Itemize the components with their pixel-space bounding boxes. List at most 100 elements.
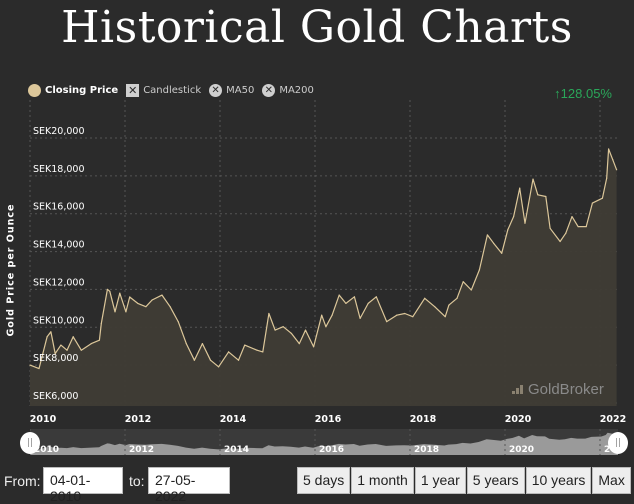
- navigator-label: 2020: [509, 445, 534, 455]
- data-point: [114, 311, 116, 313]
- legend-label: MA200: [279, 85, 314, 96]
- data-point: [66, 349, 68, 351]
- data-point: [424, 297, 426, 299]
- data-point: [478, 269, 480, 271]
- watermark: GoldBroker: [528, 381, 604, 398]
- data-point: [161, 294, 163, 296]
- to-label: to:: [129, 473, 145, 489]
- data-point: [456, 297, 458, 299]
- data-point: [375, 296, 377, 298]
- range-1-month-button[interactable]: 1 month: [351, 467, 414, 494]
- from-date-input[interactable]: 04-01-2010: [43, 467, 123, 504]
- price-chart[interactable]: SEK6,000 SEK8,000 SEK10,000 SEK12,000 SEK14,…: [0, 95, 634, 425]
- legend-ma200[interactable]: ✕ MA200: [262, 84, 314, 97]
- data-point: [565, 232, 567, 234]
- range-10-years-button[interactable]: 10 years: [525, 467, 592, 494]
- navigator-right-handle[interactable]: ||: [608, 432, 628, 454]
- range-5-years-button[interactable]: 5 years: [466, 467, 525, 494]
- data-point: [72, 336, 74, 338]
- data-point: [512, 215, 515, 218]
- data-point: [50, 331, 52, 333]
- x-tick-label: 2012: [125, 414, 151, 425]
- range-max-button[interactable]: Max: [592, 467, 631, 494]
- data-point: [559, 240, 561, 243]
- data-point: [98, 339, 100, 341]
- data-point: [185, 342, 187, 345]
- legend-ma50[interactable]: ✕ MA50: [209, 84, 254, 97]
- y-tick-label: SEK6,000: [33, 391, 78, 402]
- data-point: [109, 290, 111, 292]
- data-point: [290, 332, 292, 334]
- goldbroker-logo-icon: [516, 391, 519, 394]
- data-point: [274, 329, 276, 331]
- data-point: [345, 302, 347, 305]
- data-point: [532, 178, 534, 180]
- data-point: [616, 169, 618, 171]
- page-title: Historical Gold Charts: [61, 2, 573, 53]
- x-tick-label: 2020: [505, 414, 532, 425]
- data-point: [46, 336, 48, 338]
- range-5-days-button[interactable]: 5 days: [297, 467, 351, 494]
- legend-label: MA50: [226, 85, 255, 96]
- data-point: [396, 314, 398, 316]
- data-point: [493, 242, 495, 244]
- data-point: [412, 316, 414, 318]
- data-point: [549, 227, 551, 229]
- closing-price-swatch-icon: [28, 84, 41, 97]
- data-point: [256, 349, 258, 351]
- data-point: [338, 294, 340, 296]
- legend-closing-price[interactable]: Closing Price: [28, 84, 118, 97]
- x-tick-label: 2010: [30, 414, 57, 425]
- data-point: [129, 296, 131, 298]
- data-point: [90, 342, 92, 345]
- y-tick-label: SEK8,000: [33, 353, 78, 364]
- ma200-toggle-icon: ✕: [262, 84, 276, 97]
- price-change: ↑128.05%: [554, 86, 612, 101]
- chart-legend: Closing Price ✕ Candlestick ✕ MA50 ✕ MA2…: [28, 84, 314, 97]
- navigator-label: 2012: [129, 445, 154, 455]
- data-point: [201, 342, 204, 345]
- data-point: [353, 296, 356, 298]
- goldbroker-logo-icon: [516, 388, 519, 391]
- data-point: [462, 281, 464, 283]
- data-point: [325, 326, 327, 328]
- range-buttons: 5 days 1 month 1 year 5 years 10 years M…: [297, 467, 631, 494]
- y-tick-label: SEK10,000: [33, 315, 85, 326]
- data-point: [304, 329, 307, 331]
- data-point: [607, 148, 610, 150]
- y-tick-label: SEK12,000: [33, 277, 85, 288]
- date-range-controls: From: 04-01-2010 to: 27-05-2022 5 days 1…: [0, 466, 634, 504]
- data-point: [571, 215, 573, 218]
- data-point: [137, 302, 139, 305]
- data-point: [217, 366, 220, 368]
- ma50-toggle-icon: ✕: [209, 84, 223, 97]
- navigator-left-handle[interactable]: ||: [20, 432, 40, 454]
- x-tick-label: 2022: [600, 414, 626, 425]
- y-tick-label: SEK20,000: [33, 126, 85, 137]
- data-point: [145, 306, 147, 308]
- data-point: [106, 288, 109, 291]
- data-point: [545, 195, 547, 198]
- data-point: [612, 159, 614, 161]
- navigator-label: 2018: [414, 445, 439, 455]
- data-point: [151, 299, 153, 301]
- data-point: [227, 351, 230, 353]
- legend-candlestick[interactable]: ✕ Candlestick: [126, 84, 201, 97]
- navigator-label: 2016: [319, 445, 344, 455]
- price-line: [29, 148, 618, 370]
- data-point: [444, 316, 446, 318]
- data-point: [386, 321, 388, 323]
- data-point: [501, 252, 503, 254]
- data-point: [434, 306, 436, 308]
- data-point: [601, 197, 603, 199]
- goldbroker-logo-icon: [520, 391, 523, 394]
- range-1-year-button[interactable]: 1 year: [414, 467, 466, 494]
- to-date-input[interactable]: 27-05-2022: [148, 467, 230, 504]
- data-point: [100, 322, 102, 325]
- from-label: From:: [4, 473, 41, 489]
- data-point: [169, 306, 171, 308]
- data-point: [486, 234, 489, 236]
- data-point: [119, 292, 121, 294]
